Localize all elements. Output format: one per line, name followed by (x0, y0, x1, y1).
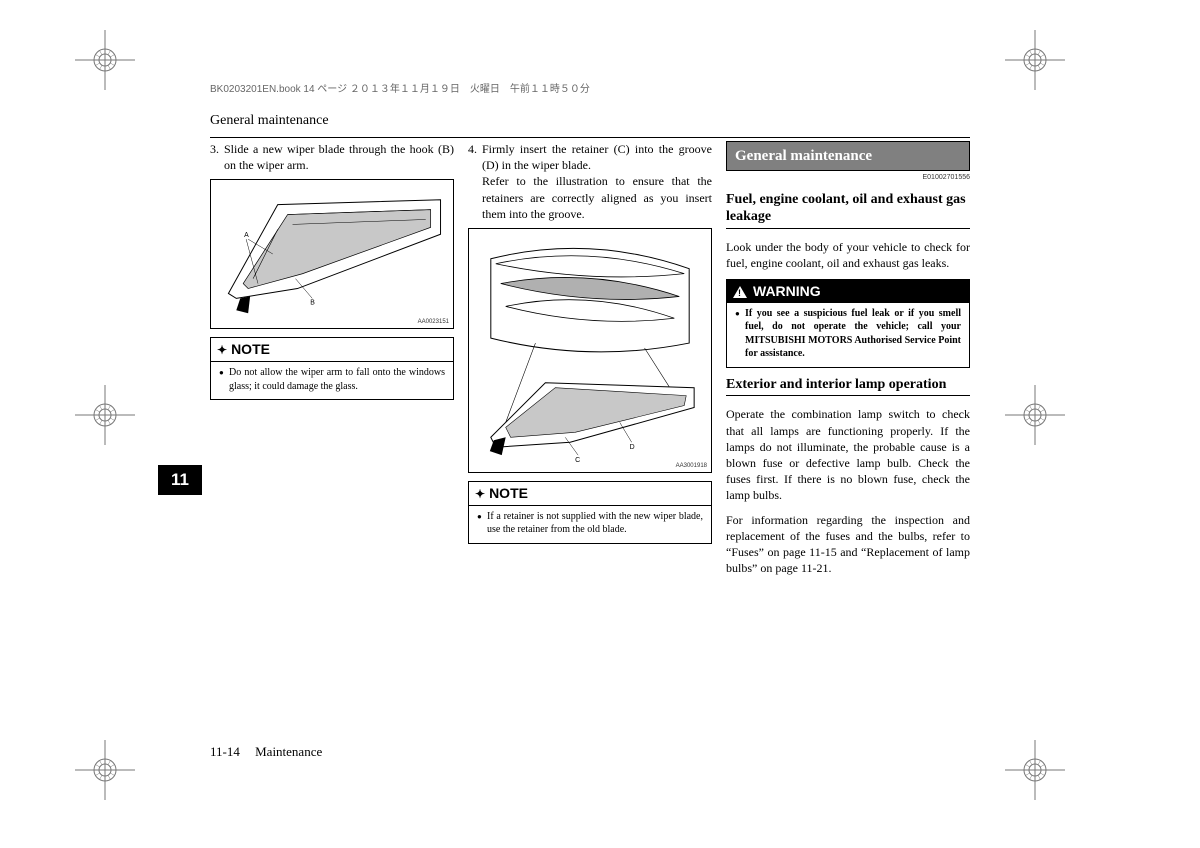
subheading-lamp: Exterior and interior lamp operation (726, 376, 970, 397)
figure-caption: AA3001918 (676, 462, 707, 470)
book-icon (475, 484, 485, 503)
note-header: NOTE (469, 482, 711, 506)
step-text: Firmly insert the retainer (C) into the … (482, 141, 712, 173)
warning-title: WARNING (753, 282, 821, 301)
note-box-1: NOTE Do not allow the wiper arm to fall … (210, 337, 454, 400)
label-b: B (310, 300, 315, 307)
note-title: NOTE (489, 484, 528, 503)
step-number: 4. (468, 141, 482, 222)
warning-triangle-icon (733, 286, 747, 298)
figure-caption: AA0023151 (418, 318, 449, 326)
step-text-2: Refer to the illustration to ensure that… (482, 173, 712, 222)
registration-mark (1005, 30, 1065, 90)
registration-mark (75, 30, 135, 90)
label-c: C (575, 457, 580, 464)
note-box-2: NOTE If a retainer is not supplied with … (468, 481, 712, 544)
registration-mark (75, 740, 135, 800)
column-1: 3. Slide a new wiper blade through the h… (210, 141, 454, 584)
section-banner: General maintenance (726, 141, 970, 171)
chapter-tab: 11 (158, 465, 202, 495)
body-fuel: Look under the body of your vehicle to c… (726, 239, 970, 271)
warning-body: If you see a suspicious fuel leak or if … (727, 303, 969, 367)
step-number: 3. (210, 141, 224, 173)
header-rule (210, 137, 970, 138)
column-2: 4. Firmly insert the retainer (C) into t… (468, 141, 712, 584)
body-lamp-1: Operate the combination lamp switch to c… (726, 406, 970, 503)
subheading-fuel: Fuel, engine coolant, oil and exhaust ga… (726, 191, 970, 229)
registration-mark (75, 385, 135, 445)
label-d: D (630, 444, 635, 451)
registration-mark (1005, 740, 1065, 800)
book-icon (217, 340, 227, 359)
step-text: Slide a new wiper blade through the hook… (224, 141, 454, 173)
step-4: 4. Firmly insert the retainer (C) into t… (468, 141, 712, 222)
registration-mark (1005, 385, 1065, 445)
page-content: BK0203201EN.book 14 ページ ２０１３年１１月１９日 火曜日 … (210, 80, 970, 760)
note-item: Do not allow the wiper arm to fall onto … (219, 366, 445, 393)
page-footer: 11-14 Maintenance (210, 744, 322, 760)
doc-header: BK0203201EN.book 14 ページ ２０１３年１１月１９日 火曜日 … (210, 80, 970, 95)
running-head: General maintenance (210, 113, 970, 129)
warning-box: WARNING If you see a suspicious fuel lea… (726, 279, 970, 368)
column-3: General maintenance E01002701556 Fuel, e… (726, 141, 970, 584)
warning-item: If you see a suspicious fuel leak or if … (735, 307, 961, 361)
body-lamp-2: For information regarding the inspection… (726, 512, 970, 577)
note-body: Do not allow the wiper arm to fall onto … (211, 362, 453, 399)
note-title: NOTE (231, 340, 270, 359)
figure-wiper-hook: A B AA0023151 (210, 179, 454, 329)
figure-retainer: C D AA3001918 (468, 228, 712, 473)
label-a: A (244, 233, 249, 240)
note-item: If a retainer is not supplied with the n… (477, 510, 703, 537)
page-number: 11-14 (210, 744, 240, 759)
step-3: 3. Slide a new wiper blade through the h… (210, 141, 454, 173)
section-code: E01002701556 (726, 173, 970, 182)
warning-header: WARNING (727, 280, 969, 303)
note-header: NOTE (211, 338, 453, 362)
footer-chapter: Maintenance (255, 744, 322, 759)
note-body: If a retainer is not supplied with the n… (469, 506, 711, 543)
